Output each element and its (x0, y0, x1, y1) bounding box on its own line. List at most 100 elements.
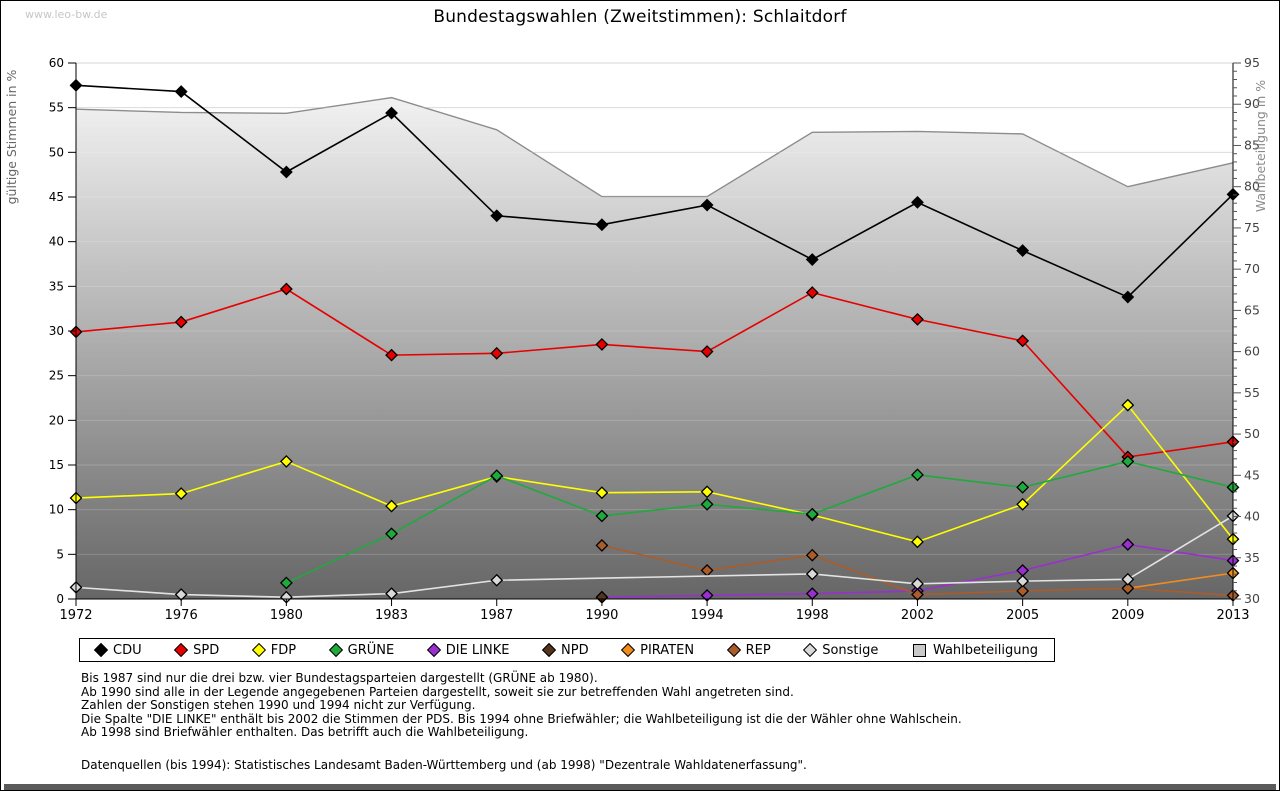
footnotes: Bis 1987 sind nur die drei bzw. vier Bun… (81, 671, 962, 772)
footnote-line: Bis 1987 sind nur die drei bzw. vier Bun… (81, 671, 598, 685)
legend-marker-REP (726, 642, 741, 658)
page-title: Bundestagswahlen (Zweitstimmen): Schlait… (433, 7, 847, 27)
legend-label-DIE LINKE: DIE LINKE (445, 642, 510, 658)
legend-item-Wahlbeteiligung: Wahlbeteiligung (912, 642, 1038, 658)
point-Sonstige-1987 (490, 573, 504, 587)
legend-label-GRÜNE: GRÜNE (347, 642, 395, 658)
point-FDP-2009 (1121, 398, 1135, 412)
turnout-line (75, 96, 1234, 198)
legend-item-GRÜNE: GRÜNE (328, 642, 395, 658)
point-Sonstige-1998 (805, 567, 819, 581)
series-line-Sonstige (75, 515, 1234, 599)
point-Sonstige-2002 (911, 577, 924, 591)
legend-item-DIE LINKE: DIE LINKE (426, 642, 510, 658)
point-FDP-1976 (174, 487, 188, 501)
point-GRÜNE-1994 (700, 497, 714, 511)
x-tick-label-2009: 2009 (1111, 608, 1144, 623)
footnote-line: Ab 1998 sind Briefwähler enthalten. Das … (81, 725, 529, 739)
legend-label-FDP: FDP (270, 642, 297, 658)
point-REP-1990 (595, 538, 609, 552)
point-REP-2005 (1016, 584, 1030, 598)
legend-marker-GRÜNE (328, 642, 343, 658)
right-tick-label-35: 35 (1244, 550, 1260, 565)
legend-marker-SPD (174, 642, 189, 658)
left-tick-label-55: 55 (49, 101, 64, 115)
right-axis-title: Wahlbeteiligung in % (1253, 80, 1268, 212)
series-line-PIRATEN (1127, 572, 1234, 590)
legend-marker-FDP (251, 642, 266, 658)
left-tick-label-35: 35 (49, 279, 64, 293)
left-tick-label-10: 10 (49, 503, 64, 517)
left-tick-label-25: 25 (49, 369, 64, 383)
point-REP-1998 (805, 548, 819, 562)
right-tick-label-30: 30 (1244, 591, 1260, 606)
point-FDP-2002 (911, 535, 924, 549)
x-tick-label-1994: 1994 (691, 608, 724, 623)
legend-item-CDU: CDU (93, 642, 142, 658)
left-tick-label-5: 5 (56, 547, 64, 561)
left-tick-label-15: 15 (49, 458, 64, 472)
x-tick-label-1976: 1976 (165, 608, 198, 623)
legend-marker-PIRATEN (621, 642, 636, 658)
left-tick-label-20: 20 (49, 413, 64, 427)
left-tick-label-30: 30 (49, 324, 64, 338)
legend: CDU SPD FDP GRÜNE DIE LINKE NPD PIRATEN REP Sons… (79, 638, 1055, 662)
right-tick-label-55: 55 (1244, 385, 1260, 400)
right-tick-label-45: 45 (1244, 467, 1260, 482)
right-tick-label-85: 85 (1244, 137, 1260, 152)
x-tick-label-1998: 1998 (796, 608, 829, 623)
point-CDU-1976 (174, 85, 188, 99)
right-tick-label-65: 65 (1244, 302, 1260, 317)
point-DIE LINKE-2009 (1121, 538, 1135, 551)
right-tick-label-60: 60 (1244, 344, 1260, 359)
legend-label-CDU: CDU (113, 642, 142, 658)
bottom-bar (4, 784, 1276, 790)
series-line-GRÜNE (286, 460, 1234, 584)
x-tick-label-1987: 1987 (480, 608, 513, 623)
point-SPD-2002 (911, 312, 924, 326)
right-tick-label-75: 75 (1244, 220, 1260, 235)
point-FDP-1990 (595, 486, 609, 500)
legend-label-SPD: SPD (193, 642, 220, 658)
right-tick-label-50: 50 (1244, 426, 1260, 441)
legend-label-NPD: NPD (561, 642, 589, 658)
point-FDP-1980 (279, 455, 293, 468)
footnote-line: Ab 1990 sind alle in der Legende angegeb… (81, 684, 794, 699)
right-tick-label-95: 95 (1244, 55, 1260, 70)
point-GRÜNE-1987 (490, 469, 504, 483)
left-tick-label-45: 45 (49, 190, 64, 204)
legend-marker-CDU (93, 642, 109, 658)
left-tick-label-0: 0 (56, 592, 64, 606)
point-Sonstige-2009 (1121, 572, 1135, 586)
point-CDU-2002 (911, 195, 924, 209)
point-SPD-1980 (279, 282, 293, 296)
point-GRÜNE-1990 (595, 509, 609, 523)
series-line-SPD (75, 288, 1234, 458)
point-SPD-1998 (805, 286, 819, 300)
footnote-line: Zahlen der Sonstigen stehen 1990 und 199… (81, 698, 476, 712)
series-line-FDP (75, 403, 1234, 543)
point-GRÜNE-2009 (1121, 455, 1135, 468)
point-CDU-1980 (279, 165, 293, 179)
point-SPD-1994 (700, 345, 714, 358)
x-tick-label-2002: 2002 (901, 608, 934, 623)
point-SPD-1976 (174, 315, 188, 329)
point-FDP-2005 (1016, 497, 1030, 511)
legend-item-Sonstige: Sonstige (803, 643, 878, 658)
series-line-CDU (75, 84, 1234, 299)
legend-label-Wahlbeteiligung: Wahlbeteiligung (932, 642, 1038, 658)
legend-marker-NPD (541, 642, 557, 658)
left-tick-label-60: 60 (49, 56, 64, 70)
legend-label-REP: REP (745, 642, 771, 658)
legend-item-SPD: SPD (174, 642, 220, 658)
x-tick-label-1980: 1980 (270, 608, 303, 623)
x-tick-label-2013: 2013 (1216, 608, 1249, 623)
x-tick-label-2005: 2005 (1006, 608, 1039, 623)
point-GRÜNE-2005 (1016, 480, 1030, 494)
legend-item-PIRATEN: PIRATEN (621, 642, 694, 658)
left-axis-title: gültige Stimmen in % (4, 69, 19, 204)
point-REP-2009 (1121, 581, 1135, 595)
footnote-line: Die Spalte "DIE LINKE" enthält bis 2002 … (81, 711, 962, 726)
point-SPD-1990 (595, 337, 609, 351)
